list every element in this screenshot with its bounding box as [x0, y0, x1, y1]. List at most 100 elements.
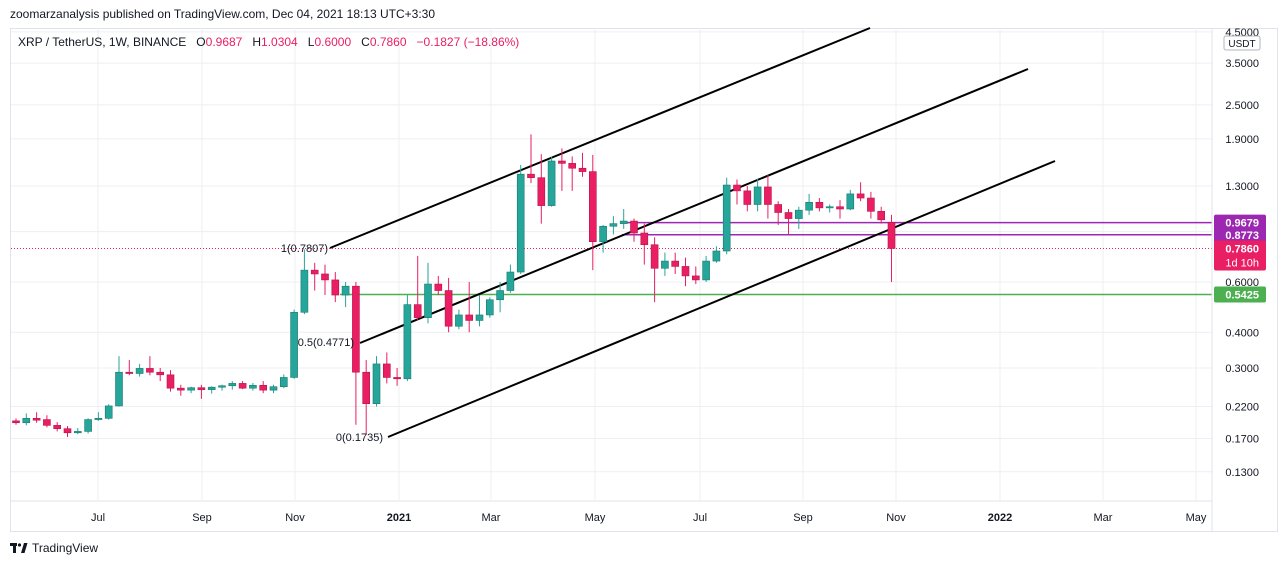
candle-body: [218, 385, 226, 388]
candle-body: [784, 212, 793, 219]
close-value: 0.7860: [369, 35, 407, 49]
time-tick-label: 2022: [988, 512, 1012, 524]
candle-body: [53, 425, 62, 429]
price-axis: 4.50003.50002.50001.90001.30000.90000.60…: [1211, 27, 1261, 531]
low-value: 0.6000: [314, 35, 352, 49]
candle-body: [413, 304, 422, 318]
candle-body: [74, 431, 82, 434]
candle-body: [588, 171, 597, 242]
candle-body: [249, 384, 257, 389]
candle-body: [115, 371, 123, 407]
candle-body: [166, 374, 175, 389]
price-tick-label: 1.3000: [1225, 181, 1259, 193]
ohlc-legend: XRP / TetherUS, 1W, BINANCE O0.9687 H1.0…: [18, 35, 519, 49]
candle-body: [836, 206, 844, 210]
time-tick-label: May: [1186, 512, 1207, 524]
channel-line: [359, 68, 1029, 344]
candle-body: [712, 250, 721, 262]
candle-body: [341, 285, 350, 296]
price-tick-label: 1.9000: [1225, 134, 1259, 146]
time-tick-label: Mar: [1094, 512, 1113, 524]
grid: [11, 28, 1212, 500]
fib-level-label: 1(0.7807): [281, 243, 328, 255]
fib-level-label: 0(0.1735): [336, 432, 383, 444]
candle-body: [177, 387, 185, 391]
candle-body: [444, 290, 453, 327]
candle-body: [753, 186, 762, 205]
candle-body: [279, 377, 288, 388]
candle-body: [269, 386, 278, 391]
candle-body: [537, 177, 546, 206]
level-tag-1-bg: [1214, 226, 1266, 243]
level-tag-1: 0.8773: [1225, 230, 1259, 242]
time-tick-label: Jul: [693, 512, 707, 524]
candle-body: [12, 420, 20, 424]
candle-body: [558, 160, 566, 164]
candle-body: [22, 418, 31, 424]
level-tag-0: 0.9679: [1225, 218, 1259, 230]
price-tick-label: 0.1300: [1225, 467, 1259, 479]
candle-body: [578, 167, 587, 172]
candle-body: [125, 371, 134, 374]
candle-body: [352, 285, 360, 373]
candle-body: [197, 387, 206, 390]
price-tick-label: 3.5000: [1225, 58, 1259, 70]
time-tick-label: Jul: [91, 512, 105, 524]
candle-body: [32, 418, 41, 421]
candle-body: [599, 225, 607, 242]
candle-body: [228, 383, 237, 387]
price-tick-label: 0.2200: [1225, 401, 1259, 413]
channel-line: [329, 27, 871, 249]
candle-body: [424, 283, 432, 318]
candle-body: [310, 269, 319, 275]
candle-body: [135, 368, 144, 374]
time-axis: Jul Sep Nov 2021 Mar May Jul Sep Nov 2022 Mar May: [10, 500, 1212, 524]
candle-body: [805, 202, 813, 211]
change-value: −0.1827 (−18.86%): [416, 35, 520, 49]
candle-body: [43, 419, 51, 426]
candle-body: [146, 368, 154, 373]
candle-body: [207, 386, 216, 390]
time-tick-label: Sep: [192, 512, 212, 524]
candle-body: [846, 193, 855, 210]
horizontal-levels: [11, 221, 1212, 296]
candle-body: [238, 383, 247, 389]
currency-label: USDT: [1228, 39, 1255, 50]
candle-body: [681, 266, 690, 277]
candle-body: [187, 387, 195, 391]
countdown-tag: 1d 10h: [1225, 257, 1259, 269]
candle-body: [619, 220, 628, 224]
price-tick-label: 0.3000: [1225, 363, 1259, 375]
candle-body: [321, 273, 329, 281]
low-label: L: [307, 35, 315, 49]
candle-body: [568, 163, 577, 169]
candle-body: [362, 371, 371, 405]
tradingview-brand[interactable]: TradingView: [10, 541, 98, 555]
candle-body: [485, 299, 494, 316]
close-label: C: [361, 35, 370, 49]
open-value: 0.9687: [205, 35, 243, 49]
candle-body: [825, 206, 834, 209]
candles: [12, 134, 896, 438]
candle-body: [506, 271, 515, 291]
price-tick-label: 0.6000: [1225, 277, 1259, 289]
candle-body: [104, 405, 113, 419]
fib-labels: 1(0.7807) 0.5(0.4771) 0(0.1735): [281, 243, 383, 444]
time-tick-label: Nov: [886, 512, 906, 524]
level-tag-0-bg: [1214, 214, 1266, 231]
level-tag-2: 0.5425: [1225, 289, 1259, 301]
candle-body: [650, 244, 659, 269]
time-tick-label: Sep: [793, 512, 813, 524]
candle-body: [84, 419, 92, 432]
candle-body: [867, 197, 875, 212]
candle-body: [640, 232, 649, 246]
last-price-tag-bg: [1214, 240, 1266, 271]
candle-body: [630, 220, 638, 234]
candle-body: [372, 363, 381, 405]
candle-body: [671, 260, 680, 267]
time-tick-label: 2021: [387, 512, 411, 524]
candle-body: [156, 371, 164, 376]
candle-body: [465, 314, 474, 321]
